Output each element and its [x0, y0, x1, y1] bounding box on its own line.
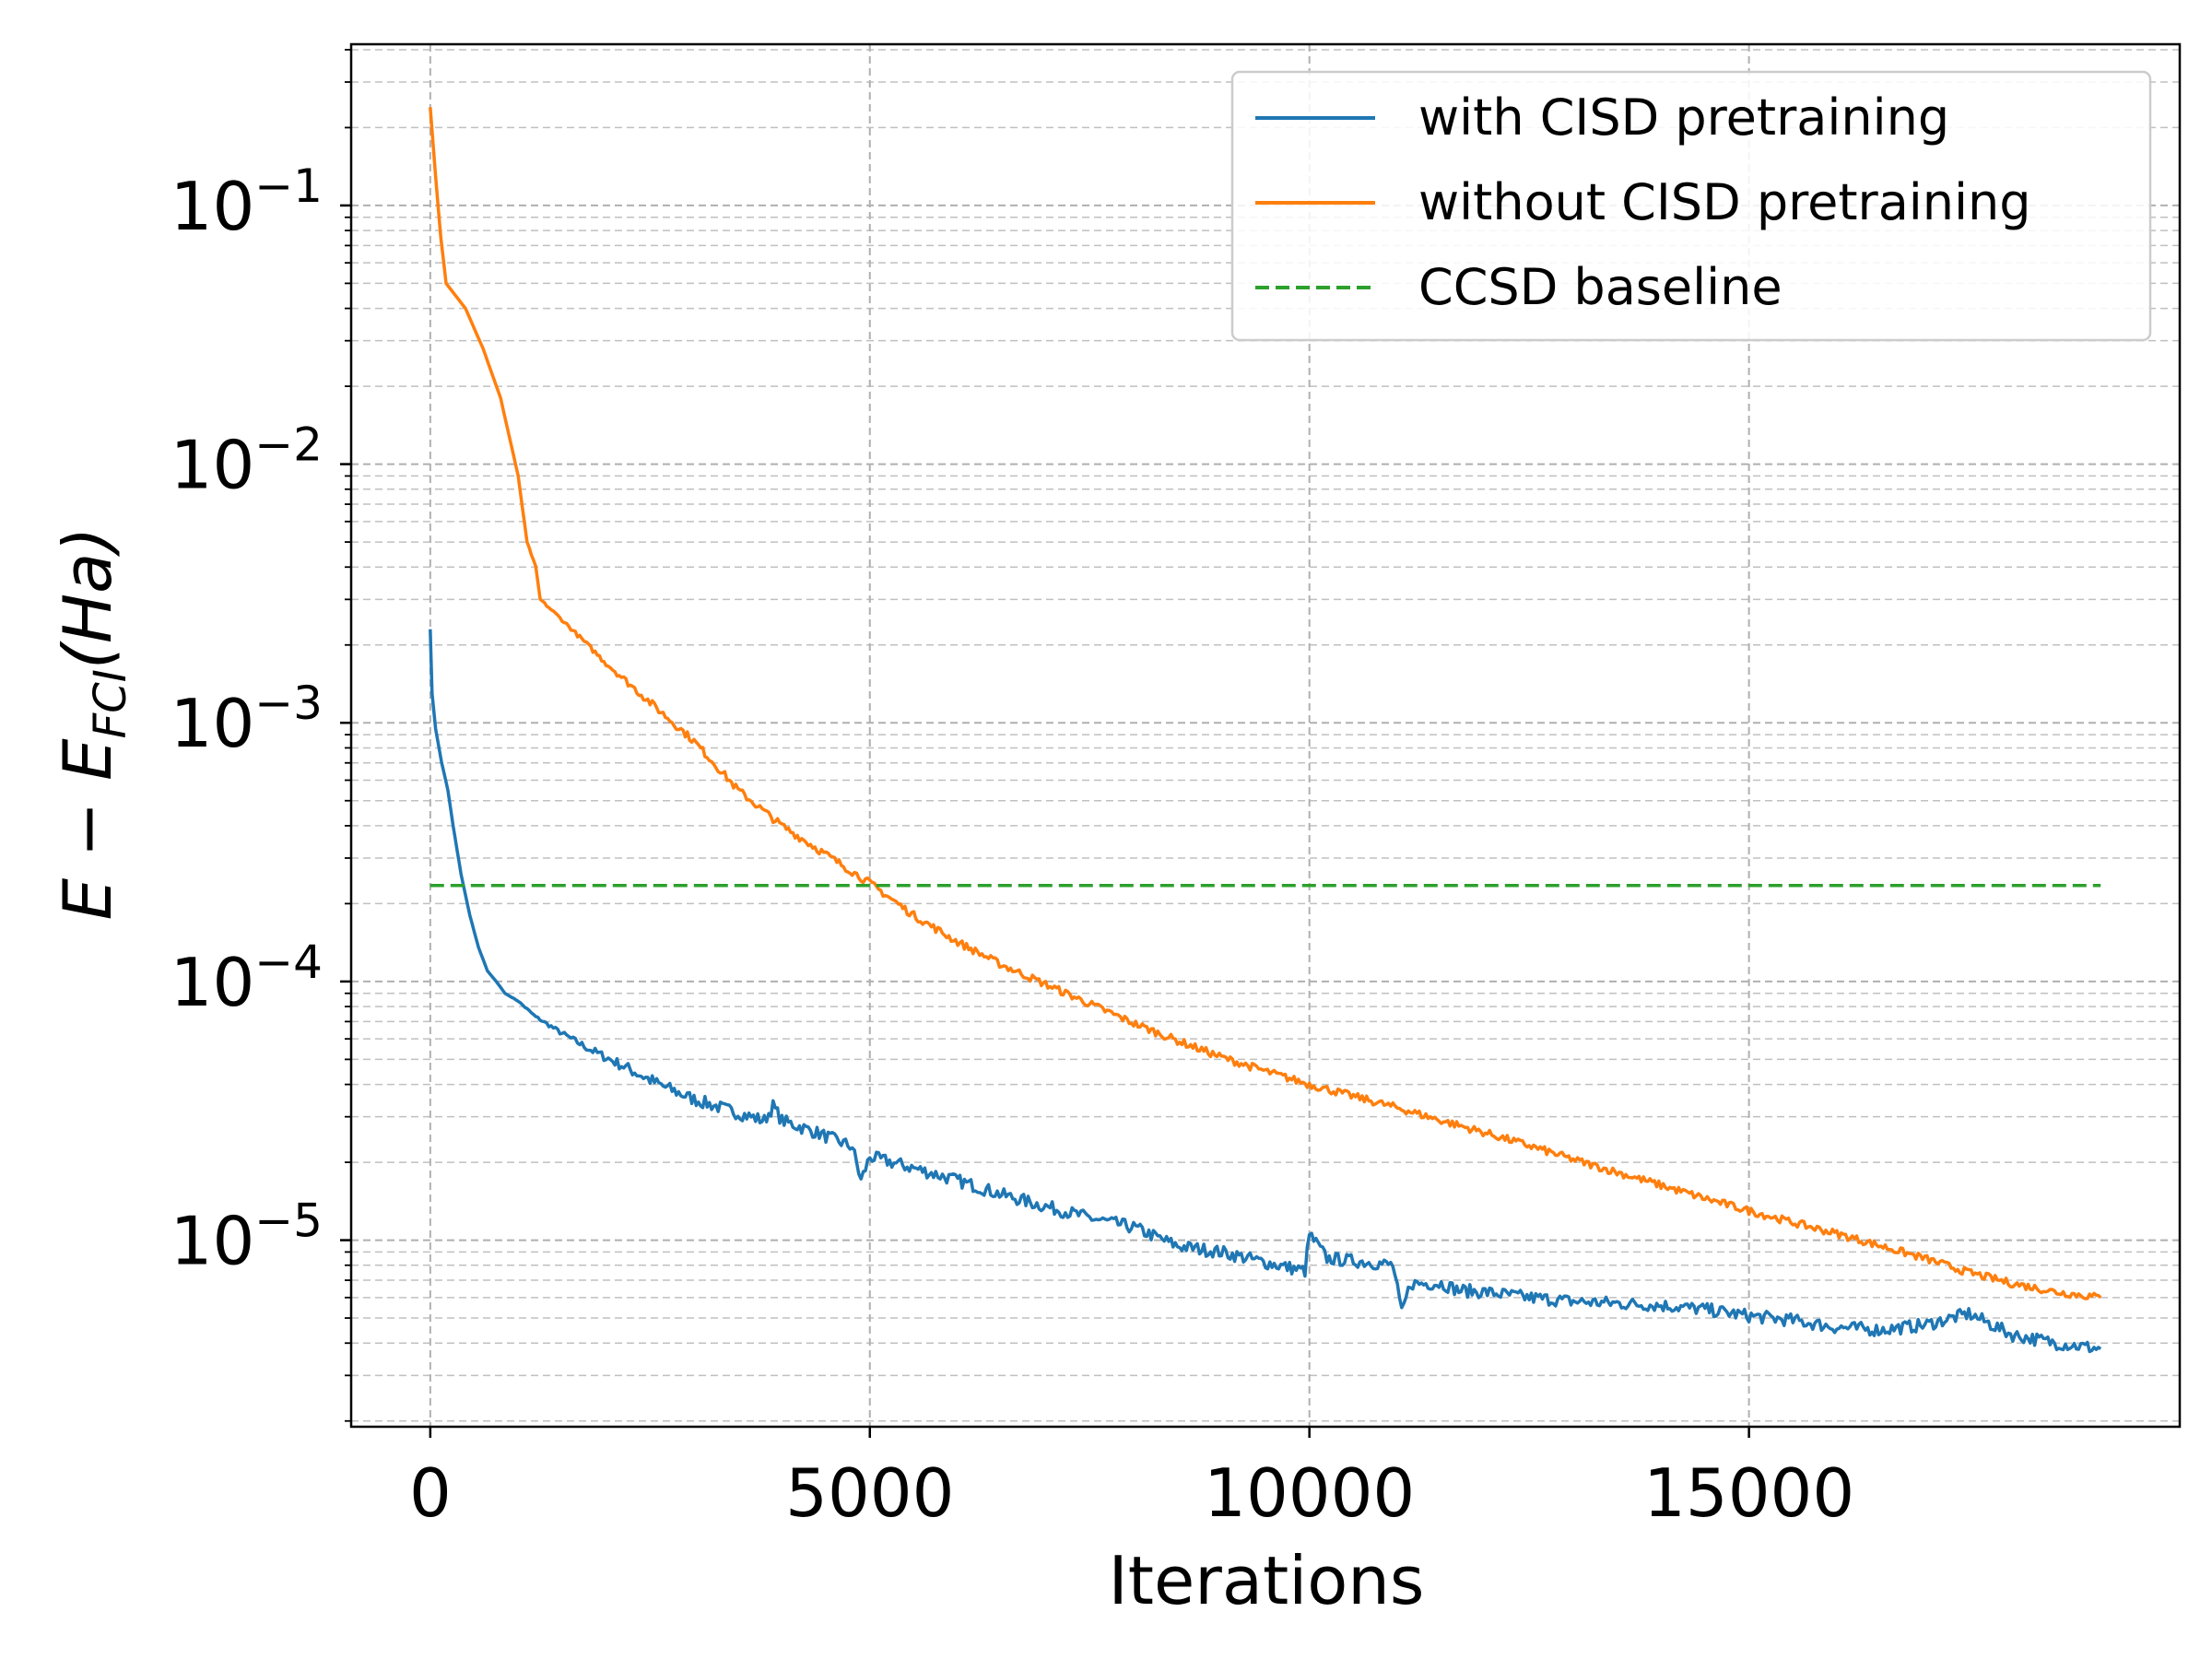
x-axis-label: Iterations [1109, 1542, 1425, 1619]
series-line-1 [429, 107, 2102, 1300]
x-tick-label: 15000 [1643, 1454, 1854, 1532]
y-tick-label: 10−5 [171, 1194, 323, 1280]
y-tick-label: 10−3 [171, 677, 323, 762]
y-tick-label: 10−4 [171, 935, 323, 1021]
y-tick-label: 10−1 [171, 159, 323, 245]
legend-label-ccsd: CCSD baseline [1418, 258, 1783, 316]
y-axis-label: E − EFCI(Ha) [49, 527, 136, 921]
y-axis: 10−1 10−2 10−3 10−4 10−5 [171, 49, 351, 1422]
y-tick-label: 10−2 [171, 418, 323, 504]
x-tick-label: 5000 [785, 1454, 954, 1532]
legend-box [1230, 70, 2152, 342]
legend-label-without-cisd: without CISD pretraining [1418, 173, 2031, 231]
x-tick-label: 0 [409, 1454, 452, 1532]
series-line-0 [429, 629, 2102, 1354]
plot-frame [349, 42, 2182, 1429]
series-layer [429, 107, 2102, 1354]
x-tick-label: 10000 [1204, 1454, 1415, 1532]
x-axis: 0 5000 10000 15000 [409, 1427, 1854, 1532]
legend: with CISD pretraining without CISD pretr… [1230, 70, 2152, 342]
legend-label-with-cisd: with CISD pretraining [1418, 88, 1949, 147]
